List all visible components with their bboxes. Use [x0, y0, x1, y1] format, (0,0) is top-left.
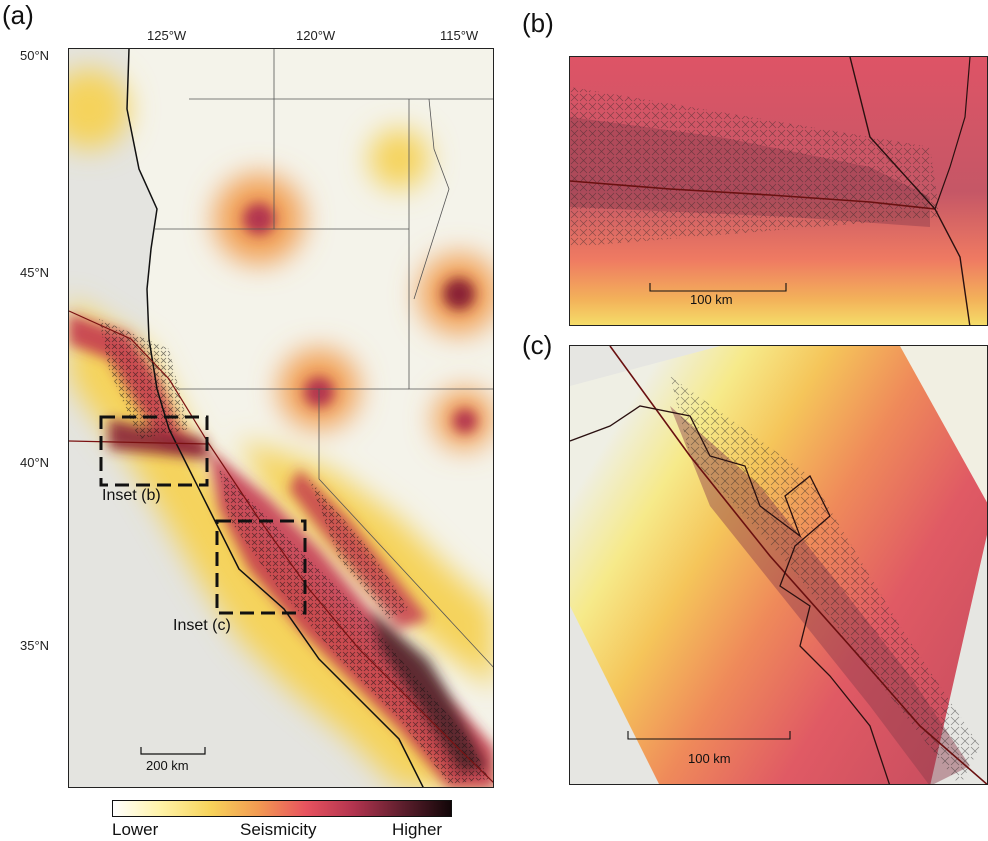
seismicity-colorbar — [112, 800, 452, 817]
inset-b-earthquake-markers — [570, 87, 940, 247]
inset-c-label: Inset (c) — [173, 617, 231, 634]
inset-b-plate-boundary — [570, 180, 936, 210]
scalebar-a-label: 200 km — [146, 758, 189, 773]
main-map-svg — [69, 49, 493, 787]
scalebar-b-line — [649, 283, 787, 292]
earthquake-markers — [99, 319, 489, 784]
lat-tick-45n: 45°N — [20, 265, 50, 280]
lat-tick-40n: 40°N — [20, 455, 50, 470]
panel-c-label: (c) — [522, 330, 553, 360]
scalebar-b-label: 100 km — [690, 292, 733, 307]
lon-tick-115w: 115°W — [440, 28, 479, 43]
inset-c-earthquake-markers — [670, 376, 980, 784]
colorbar-title: Seismicity — [240, 820, 317, 839]
state-borders — [155, 49, 493, 668]
inset-c-plate-boundary — [609, 346, 987, 784]
scalebar-c-line — [627, 731, 791, 740]
main-map-panel — [68, 48, 494, 788]
lon-tick-125w: 125°W — [147, 28, 187, 43]
inset-c-svg — [570, 346, 987, 784]
scalebar-c-label: 100 km — [688, 751, 731, 766]
plate-boundary — [69, 310, 493, 783]
inset-c-box — [215, 519, 307, 615]
inset-b-box — [99, 415, 209, 487]
lon-tick-120w: 120°W — [296, 28, 336, 43]
inset-c-coastline — [570, 405, 891, 784]
inset-c-panel — [569, 345, 988, 785]
coastline — [126, 49, 424, 787]
inset-b-panel — [569, 56, 988, 326]
colorbar-high-label: Higher — [392, 820, 443, 839]
inset-b-label: Inset (b) — [102, 487, 161, 504]
lat-tick-50n: 50°N — [20, 48, 50, 63]
colorbar-low-label: Lower — [112, 820, 159, 839]
lat-tick-35n: 35°N — [20, 638, 50, 653]
inset-b-svg — [570, 57, 987, 325]
panel-a-label: (a) — [2, 0, 34, 30]
panel-b-label: (b) — [522, 8, 554, 38]
scalebar-a-line — [140, 747, 206, 755]
